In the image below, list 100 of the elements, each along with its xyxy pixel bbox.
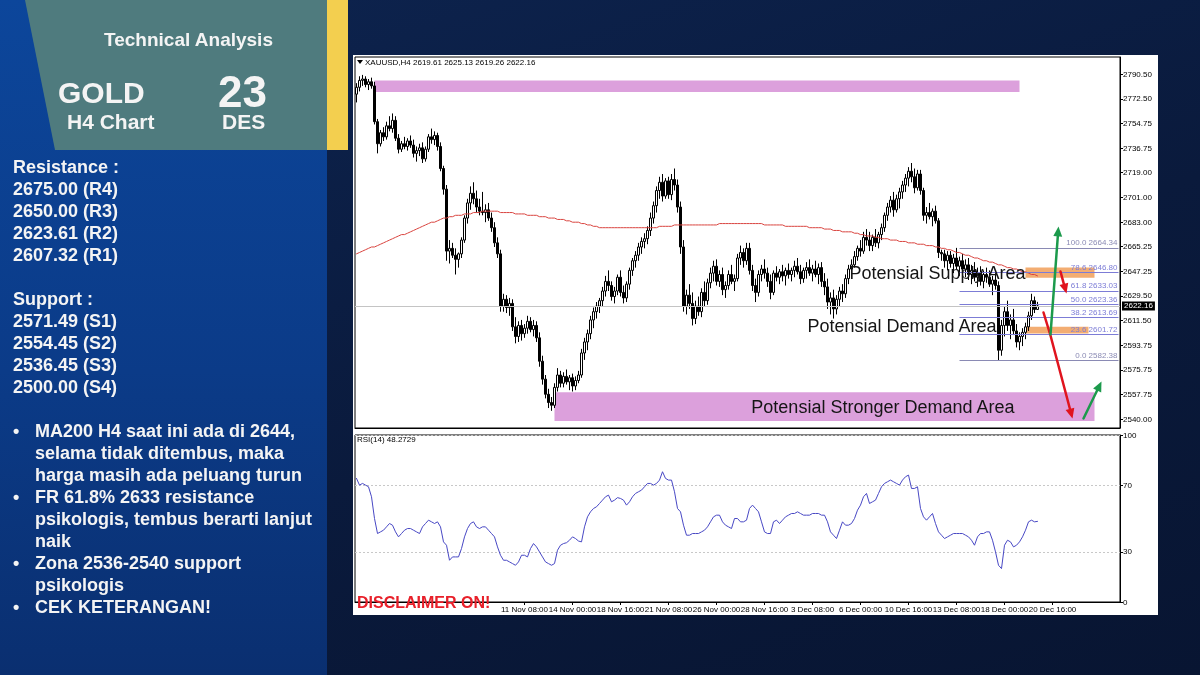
y-tick-label: 2719.00 [1123,168,1153,178]
x-tick-label: 28 Nov 16:00 [740,604,789,614]
ref-line-label: 38.2 2613.69 [1070,308,1119,318]
ref-line-label: 100.0 2664.34 [1066,238,1119,248]
candlestick [757,269,760,298]
x-tick-label: 3 Dec 08:00 [790,604,835,614]
y-tick-label: 2665.25 [1123,242,1153,252]
candlestick [832,289,835,320]
text: 2536.45 (S3) [13,354,118,376]
candlestick [664,177,667,200]
y-tick-label: 2629.50 [1123,291,1153,301]
candlestick [808,258,811,277]
candlestick [874,228,877,248]
y-tick-label: 70 [1123,480,1133,490]
y-tick-label: 30 [1123,547,1133,557]
text: 2571.49 (S1) [13,310,118,332]
y-tick-label: 2736.75 [1123,143,1153,153]
y-tick-label: 2790.50 [1123,69,1153,79]
y-tick-label: 2683.00 [1123,217,1153,227]
text: Technical Analysis [104,29,273,50]
candlestick [562,371,565,388]
y-tick-label: 2557.75 [1123,390,1153,400]
x-tick-label: 26 Nov 00:00 [692,604,741,614]
x-tick-label: 6 Dec 00:00 [838,604,883,614]
candlestick [421,141,424,164]
candlestick [559,370,562,388]
text: Support : [13,288,94,310]
candlestick [382,126,385,142]
x-tick-label: 18 Dec 00:00 [980,604,1029,614]
text: • Zona 2536-2540 support psikologis [13,552,242,595]
x-tick-label: 14 Nov 00:00 [548,604,597,614]
candlestick [805,261,808,280]
candlestick [715,258,718,287]
candlestick [571,373,574,393]
line-series [356,471,1038,570]
candlestick [772,269,775,296]
candlestick [667,176,670,200]
candlestick [520,319,523,342]
candlestick [916,169,919,192]
y-tick-label: 2611.50 [1123,316,1152,326]
y-tick-label: 2647.25 [1123,266,1153,276]
candlestick [778,268,781,285]
candlestick [721,267,724,296]
candlestick [931,207,934,227]
candlestick [793,260,796,278]
candlestick [1021,327,1024,347]
candlestick [742,247,745,269]
text: • CEK KETERANGAN! [13,596,212,618]
candlestick [817,262,820,285]
text: • FR 61.8% 2633 resistance psikologis, tembus berarti lanjut naik [13,486,313,551]
ref-line-label: 0.0 2582.38 [1075,351,1119,361]
text: 2623.61 (R2) [13,222,120,244]
candlestick [454,247,457,276]
candlestick [565,368,568,386]
candlestick [574,375,577,391]
text: 2500.00 (S4) [13,376,118,398]
candlestick [403,136,406,150]
band-label: Potensial Stronger Demand Area [751,396,1016,417]
x-tick-label: 20 Dec 16:00 [1028,604,1077,614]
y-tick-label: 2772.50 [1123,94,1153,104]
candlestick [412,139,415,158]
y-tick-label: 0 [1123,597,1128,607]
text: Resistance : [13,156,120,178]
text: GOLD [58,76,145,109]
y-tick-label: 2593.75 [1123,340,1153,350]
candlestick [862,231,865,255]
candlestick [892,191,895,218]
x-tick-label: 13 Dec 08:00 [932,604,981,614]
candlestick [526,315,529,335]
text: H4 Chart [67,110,155,133]
ref-line-label: 50.0 2623.36 [1070,294,1119,304]
y-tick-label: 2701.00 [1123,192,1153,202]
candlestick [997,280,1000,362]
candlestick [670,173,673,201]
text: 2650.00 (R3) [13,200,120,222]
text: 2675.00 (R4) [13,178,120,200]
x-tick-label: 21 Nov 08:00 [644,604,693,614]
y-tick-label: 2754.75 [1123,118,1153,128]
chart-title: XAUUSD,H4 2619.61 2625.13 2619.26 2622.16 [365,57,536,67]
x-tick-label: 10 Dec 16:00 [884,604,933,614]
candlestick [406,137,409,152]
x-tick-label: 18 Nov 16:00 [596,604,645,614]
candlestick [784,267,787,287]
ref-line-label: 23.6 2601.72 [1070,324,1119,334]
y-tick-label: 100 [1123,430,1137,440]
x-tick-label: 11 Nov 08:00 [501,604,549,614]
candlestick [781,264,784,282]
candlestick [661,173,664,203]
text: • MA200 H4 saat ini ada di 2644, selama tidak ditembus, maka harga masih ada peluang turun [13,420,303,485]
ref-line-label: 61.8 2633.03 [1070,281,1119,291]
candlestick [505,294,508,314]
candlestick [868,231,871,252]
text: 2554.45 (S2) [13,332,118,354]
ref-line-label: 78.6 2646.80 [1070,262,1119,272]
y-tick-label: 2575.75 [1123,365,1153,375]
candlestick [517,320,520,343]
candlestick [367,78,370,91]
candlestick [364,75,367,88]
band-label: Potensial Demand Area [807,316,998,337]
candlestick [361,74,364,87]
